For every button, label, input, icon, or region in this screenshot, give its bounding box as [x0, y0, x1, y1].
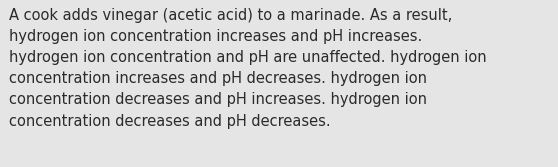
Text: A cook adds vinegar (acetic acid) to a marinade. As a result,
hydrogen ion conce: A cook adds vinegar (acetic acid) to a m… — [9, 8, 487, 129]
